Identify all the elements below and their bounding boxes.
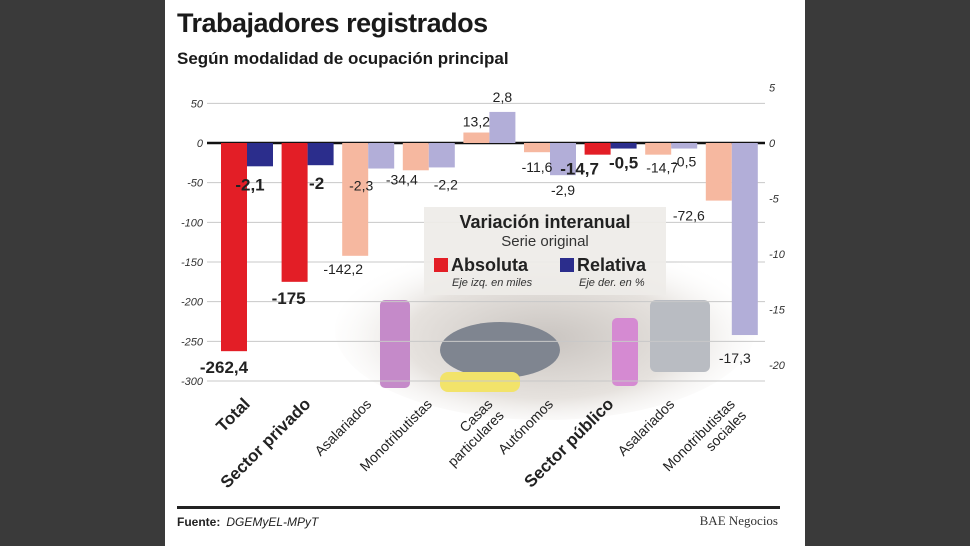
data-label-absoluta: -14,7 [646, 160, 678, 176]
data-label-absoluta: -34,4 [386, 171, 418, 187]
spray-bottle-image [380, 300, 410, 388]
bar-relativa [731, 143, 758, 336]
category-label: Asalariados [311, 396, 374, 459]
source-label: Fuente: [177, 515, 221, 529]
bucket-image [650, 300, 710, 372]
bar-absoluta [584, 143, 611, 155]
data-label-absoluta: -72,6 [673, 208, 705, 224]
bar-absoluta [463, 132, 490, 143]
right-axis-tick-label: 5 [769, 83, 776, 95]
left-axis-tick-label: -100 [181, 217, 204, 229]
glove-image [440, 372, 520, 392]
data-label-relativa: 2,8 [493, 89, 513, 105]
legend-subtitle: Serie original [501, 233, 589, 250]
category-label: Total [213, 394, 254, 435]
right-axis-tick-label: 0 [769, 138, 776, 150]
legend-label-absoluta: Absoluta [451, 255, 529, 275]
data-label-relativa: -17,3 [719, 350, 751, 366]
bar-absoluta [705, 143, 732, 201]
legend-swatch-blue [560, 258, 574, 272]
bar-absoluta [645, 143, 672, 155]
person-image [440, 322, 560, 378]
data-label-relativa: -2,1 [235, 175, 264, 194]
bar-relativa [307, 143, 334, 166]
bar-relativa [671, 143, 698, 149]
data-label-relativa: -2,3 [349, 178, 373, 194]
legend-item-absoluta: Absoluta [434, 255, 528, 276]
data-label-absoluta: -175 [272, 289, 306, 308]
bar-relativa [550, 143, 576, 176]
chart-title: Trabajadores registrados [177, 8, 488, 38]
right-axis-tick-label: -20 [769, 360, 786, 372]
right-axis-tick-label: -5 [769, 194, 780, 206]
right-axis-tick-label: -10 [769, 249, 786, 261]
chart-subtitle: Según modalidad de ocupación principal [177, 49, 509, 68]
footer-divider [177, 506, 780, 509]
data-label-relativa: -0,5 [609, 154, 638, 173]
legend-note-left: Eje izq. en miles [452, 277, 533, 289]
bar-absoluta [524, 143, 550, 153]
data-label-relativa: -2 [309, 174, 324, 193]
data-label-absoluta: 13,2 [463, 114, 490, 130]
legend: Variación interanual Serie original Abso… [424, 207, 666, 295]
left-axis-tick-label: -50 [187, 178, 204, 190]
legend-swatch-red [434, 258, 448, 272]
brand-credit: BAE Negocios [699, 513, 778, 528]
left-axis-tick-label: -150 [181, 257, 204, 269]
bar-absoluta [402, 143, 429, 171]
right-axis-tick-label: -15 [769, 305, 786, 317]
detergent-bottle-image [612, 318, 638, 386]
bar-absoluta [221, 143, 247, 352]
data-label-absoluta: -262,4 [200, 358, 249, 377]
data-label-absoluta: -14,7 [560, 160, 599, 179]
legend-title: Variación interanual [459, 212, 631, 232]
data-label-relativa: -0,5 [672, 154, 696, 170]
data-label-relativa: -2,2 [434, 176, 458, 192]
data-label-absoluta: -11,6 [522, 159, 553, 175]
legend-item-relativa: Relativa [560, 255, 646, 276]
left-axis-tick-label: 0 [197, 138, 204, 150]
left-axis-tick-label: -250 [181, 336, 204, 348]
left-axis-tick-label: -300 [181, 376, 204, 388]
bar-relativa [610, 143, 637, 149]
data-label-relativa: -2,9 [551, 182, 575, 198]
left-axis-tick-label: -200 [181, 297, 204, 309]
bar-relativa [489, 111, 516, 143]
legend-note-right: Eje der. en % [579, 277, 645, 289]
legend-label-relativa: Relativa [577, 255, 647, 275]
bar-absoluta [281, 143, 308, 282]
bar-relativa [247, 143, 273, 167]
bar-relativa [428, 143, 455, 168]
source-note: Fuente: DGEMyEL-MPyT [177, 515, 318, 529]
bar-relativa [368, 143, 395, 169]
bar-absoluta [342, 143, 369, 256]
source-text: DGEMyEL-MPyT [226, 515, 319, 529]
left-axis-tick-label: 50 [191, 98, 204, 110]
data-label-absoluta: -142,2 [323, 261, 363, 277]
